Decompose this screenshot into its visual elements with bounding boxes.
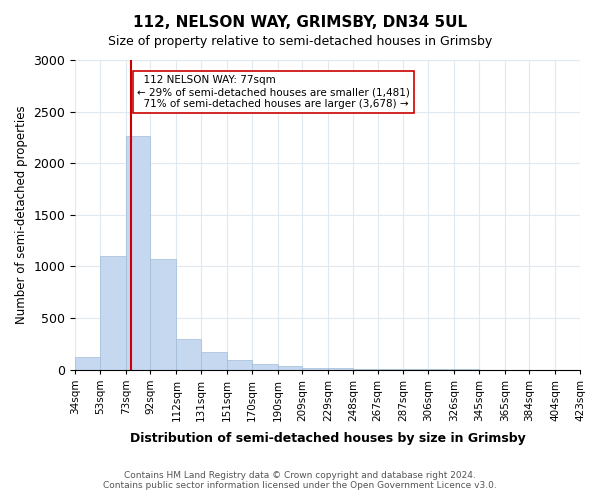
Text: Size of property relative to semi-detached houses in Grimsby: Size of property relative to semi-detach… xyxy=(108,35,492,48)
Bar xyxy=(403,369,428,370)
Bar xyxy=(328,368,353,370)
Bar xyxy=(353,368,377,370)
Bar xyxy=(201,352,227,370)
Bar xyxy=(227,360,251,370)
Text: 112, NELSON WAY, GRIMSBY, DN34 5UL: 112, NELSON WAY, GRIMSBY, DN34 5UL xyxy=(133,15,467,30)
Bar xyxy=(176,339,201,370)
Text: 112 NELSON WAY: 77sqm  
← 29% of semi-detached houses are smaller (1,481)
  71% : 112 NELSON WAY: 77sqm ← 29% of semi-deta… xyxy=(137,76,410,108)
Bar xyxy=(302,368,328,370)
Bar xyxy=(278,366,302,370)
Text: Contains HM Land Registry data © Crown copyright and database right 2024.
Contai: Contains HM Land Registry data © Crown c… xyxy=(103,470,497,490)
Bar xyxy=(151,260,176,370)
Bar xyxy=(377,369,403,370)
X-axis label: Distribution of semi-detached houses by size in Grimsby: Distribution of semi-detached houses by … xyxy=(130,432,526,445)
Bar xyxy=(126,136,151,370)
Bar xyxy=(251,364,278,370)
Y-axis label: Number of semi-detached properties: Number of semi-detached properties xyxy=(15,106,28,324)
Bar xyxy=(75,358,100,370)
Bar xyxy=(100,256,126,370)
